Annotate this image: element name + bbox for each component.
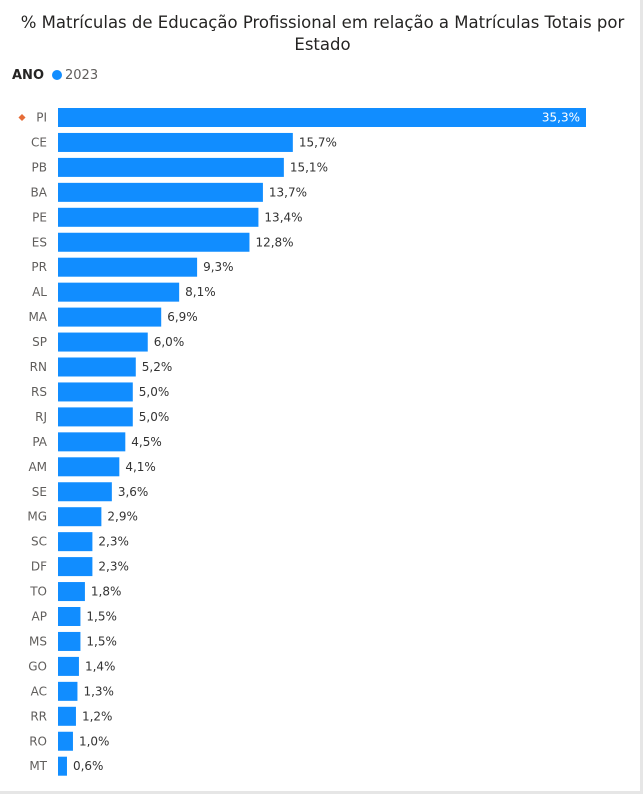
category-tick-label: MS <box>29 634 47 648</box>
bar[interactable] <box>58 532 93 552</box>
bar[interactable] <box>58 457 120 477</box>
bar[interactable] <box>58 432 126 452</box>
data-label: 1,5% <box>86 634 117 648</box>
data-label: 6,0% <box>154 335 185 349</box>
category-tick-label: DF <box>31 560 47 574</box>
bar[interactable] <box>58 157 284 177</box>
category-tick-label: AP <box>32 610 47 624</box>
category-tick-label: PB <box>32 160 47 174</box>
bar[interactable] <box>58 132 293 152</box>
data-label: 0,6% <box>73 759 104 773</box>
legend-item-label[interactable]: 2023 <box>65 67 99 83</box>
legend-title: ANO <box>12 67 44 83</box>
category-tick-label: PR <box>31 260 47 274</box>
bar[interactable] <box>58 482 112 502</box>
data-label: 4,1% <box>125 460 155 474</box>
category-tick-label: RJ <box>35 410 47 424</box>
category-tick-label: MT <box>29 759 47 773</box>
data-label: 5,0% <box>139 385 170 399</box>
bar[interactable] <box>58 282 180 302</box>
category-tick-label: RR <box>30 709 47 723</box>
category-tick-label: MG <box>27 510 47 524</box>
bar[interactable] <box>58 681 78 701</box>
data-label: 5,0% <box>139 410 170 424</box>
category-tick-label: SC <box>31 535 47 549</box>
bar[interactable] <box>58 357 136 377</box>
data-label: 15,1% <box>290 160 328 174</box>
data-label: 6,9% <box>167 310 198 324</box>
category-tick-label: BA <box>31 185 48 199</box>
category-tick-label: CE <box>31 135 47 149</box>
category-tick-label: MA <box>28 310 47 324</box>
data-label: 1,0% <box>79 734 110 748</box>
bar[interactable] <box>58 731 73 751</box>
data-label: 13,4% <box>264 210 302 224</box>
data-label: 9,3% <box>203 260 234 274</box>
category-tick-label: ES <box>32 235 47 249</box>
category-tick-label: RS <box>31 385 47 399</box>
highlight-marker-icon <box>18 113 26 122</box>
data-label: 5,2% <box>142 360 173 374</box>
data-label: 1,5% <box>86 610 117 624</box>
bar[interactable] <box>58 582 85 602</box>
category-tick-label: TO <box>29 585 47 599</box>
bar[interactable] <box>58 756 67 776</box>
data-label: 1,3% <box>83 684 114 698</box>
bar[interactable] <box>58 108 586 127</box>
category-tick-label: SE <box>32 485 47 499</box>
bar[interactable] <box>58 557 93 577</box>
category-tick-label: RN <box>30 360 47 374</box>
bar[interactable] <box>58 332 148 352</box>
category-tick-label: AM <box>28 460 47 474</box>
category-tick-label: RO <box>29 734 47 748</box>
bar[interactable] <box>58 257 198 277</box>
data-label: 15,7% <box>299 135 337 149</box>
bar[interactable] <box>58 232 250 252</box>
data-label: 2,3% <box>98 535 129 549</box>
data-label: 2,3% <box>98 560 129 574</box>
bar-chart: PI 35,3% CE 15,7% PB 15,1% BA 13,7% PE 13,4% ES 12,… <box>18 108 586 776</box>
data-label: 1,4% <box>85 659 116 673</box>
category-tick-label: SP <box>32 335 47 349</box>
bar[interactable] <box>58 182 263 202</box>
bar[interactable] <box>58 656 79 676</box>
bar[interactable] <box>58 507 102 527</box>
legend-marker-icon[interactable] <box>52 70 62 80</box>
data-label: 3,6% <box>118 485 148 499</box>
category-tick-label: PE <box>32 210 47 224</box>
legend: ANO 2023 <box>12 66 98 84</box>
data-label: 1,8% <box>91 585 122 599</box>
category-tick-label: AC <box>31 684 47 698</box>
category-tick-label: AL <box>32 285 47 299</box>
data-label: 4,5% <box>131 435 162 449</box>
category-tick-label: PI <box>36 111 47 125</box>
bar[interactable] <box>58 407 133 427</box>
bar[interactable] <box>58 207 259 227</box>
chart-title: % Matrículas de Educação Profissional em… <box>20 13 625 54</box>
bar[interactable] <box>58 706 76 726</box>
data-label: 13,7% <box>269 185 307 199</box>
bar[interactable] <box>58 307 162 327</box>
data-label: 2,9% <box>107 510 138 524</box>
bar[interactable] <box>58 382 133 402</box>
category-tick-label: GO <box>28 659 47 673</box>
data-label: 35,3% <box>542 111 580 125</box>
data-label: 8,1% <box>185 285 216 299</box>
category-tick-label: PA <box>32 435 47 449</box>
data-label: 12,8% <box>255 235 293 249</box>
bar[interactable] <box>58 631 81 651</box>
data-label: 1,2% <box>82 709 113 723</box>
bar[interactable] <box>58 607 81 626</box>
